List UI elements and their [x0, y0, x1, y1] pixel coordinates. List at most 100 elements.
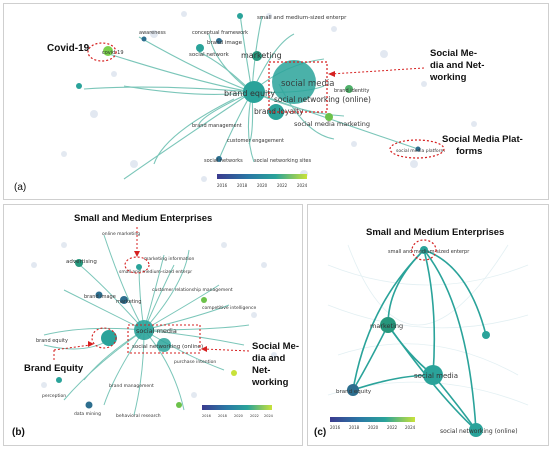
node-brand-image [95, 291, 103, 299]
label-marketing-information: marketing information [144, 256, 194, 262]
label-sme: small and medium-sized enterpr [388, 249, 470, 255]
annotation-brand-equity: Brand Equity [24, 363, 84, 374]
panel-c: small and medium-sized enterpr marketing… [307, 204, 549, 446]
node-marketing [252, 51, 262, 61]
node-competitive-intelligence [201, 297, 207, 303]
annotation-networking-b-line3: working [252, 377, 289, 388]
legend-tick: 2018 [218, 414, 227, 418]
legend-tick: 2022 [277, 183, 288, 188]
annotation-platforms: Social Media Plat- forms [442, 134, 523, 158]
panel-label-b: (b) [12, 427, 25, 438]
label-behavioral-research: behavioral research [116, 413, 161, 419]
panel-a: small and medium-sized enterpr conceptua… [3, 3, 549, 200]
panel-b-network: online marketing marketing information s… [31, 227, 277, 419]
label-online-marketing: online marketing [102, 231, 140, 237]
label-brand-image: brand image [207, 40, 243, 46]
node-misc [482, 331, 490, 339]
legend-bar-b [202, 405, 272, 410]
sme-highlight-ellipse [124, 256, 150, 274]
node-data-mining [85, 401, 93, 409]
label-social-networking-online: social networking (online) [274, 95, 371, 104]
annotation-covid: Covid-19 [47, 43, 90, 54]
label-advertising: advertising [66, 259, 97, 265]
label-brand-management: brand management [192, 123, 242, 129]
node-sme [136, 264, 142, 270]
annotation-platforms-line1: Social Media Plat- [442, 134, 523, 145]
label-brand-loyalty: brand loyalty [254, 107, 304, 116]
label-conceptual-framework: conceptual framework [192, 30, 248, 36]
node-advertising [75, 259, 83, 267]
legend-tick: 2016 [330, 425, 341, 430]
node-brand-loyalty [268, 104, 284, 120]
sme-arrowhead [134, 251, 140, 257]
covid-highlight-ellipse [87, 42, 117, 62]
legend-bar-a [217, 174, 307, 179]
node-brand-image [216, 38, 222, 44]
sme-highlight-ellipse [411, 239, 437, 261]
node-social-media-marketing [325, 113, 333, 121]
label-customer-engagement: customer engagement [227, 138, 284, 144]
node-marketing [120, 296, 128, 304]
legend-tick: 2022 [250, 414, 259, 418]
label-brand-management: brand management [109, 383, 154, 389]
node-awareness [141, 36, 147, 42]
node-brand-equity-hub [243, 81, 265, 103]
networking-arrow [203, 348, 250, 352]
legend-tick: 2024 [264, 414, 274, 418]
networking-highlight-box [268, 61, 328, 113]
legend-tick: 2022 [387, 425, 398, 430]
label-marketing: marketing [116, 299, 141, 305]
label-awareness: awareness [139, 30, 166, 36]
node-marketing [380, 317, 396, 333]
networking-arrowhead [201, 346, 207, 352]
node-brand-equity [347, 384, 359, 396]
label-marketing: marketing [241, 51, 282, 60]
legend-tick: 2020 [234, 414, 243, 418]
edges [352, 249, 487, 431]
platform-highlight-ellipse [389, 139, 445, 159]
panel-a-network: small and medium-sized enterpr conceptua… [61, 11, 477, 188]
node-sme [420, 246, 428, 254]
legend-bar-c [330, 417, 415, 422]
legend-tick: 2018 [237, 183, 248, 188]
node-social-media-platform [415, 146, 421, 152]
node-social-media [272, 60, 316, 104]
label-marketing: marketing [370, 322, 403, 330]
legend-tick: 2016 [202, 414, 211, 418]
label-social-networking-online: social networking (online) [440, 428, 518, 435]
legend-tick: 2020 [257, 183, 268, 188]
label-covid19: covid-19 [102, 50, 124, 56]
annotation-networking-b: Social Me- dia and Net- working [252, 341, 302, 389]
node-social-networks [216, 156, 222, 162]
brand-equity-highlight-ellipse [91, 327, 117, 349]
annotation-sme-b: Small and Medium Enterprises [74, 213, 213, 224]
panel-b: online marketing marketing information s… [3, 204, 303, 446]
node-sme [237, 13, 243, 19]
annotation-networking-b-line2: dia and Net- [252, 353, 286, 376]
annotation-networking-line3: working [430, 72, 467, 83]
node-brand-identity [345, 85, 353, 93]
label-brand-equity: brand equity [336, 389, 372, 395]
networking-highlight-box [127, 324, 201, 354]
node-social-networking-online [469, 423, 483, 437]
label-social-networks: social networks [204, 158, 243, 164]
legend-tick: 2024 [297, 183, 308, 188]
label-brand-identity: brand identity [334, 88, 369, 94]
label-data-mining: data mining [74, 411, 101, 417]
label-brand-equity: brand equity [224, 89, 275, 98]
panel-label-c: (c) [314, 427, 327, 438]
node-social-media [423, 365, 443, 385]
label-perception: perception [42, 393, 66, 399]
label-social-media: social media [136, 327, 177, 335]
label-social-media-platform: social media platform [396, 148, 445, 154]
label-social-networking-sites: social networking sites [254, 158, 312, 164]
label-purchase-intention: purchase intention [174, 359, 216, 365]
node-brand-equity [101, 330, 117, 346]
annotation-networking: Social Me- dia and Net- working [430, 48, 484, 84]
label-sme: small and medium-sized enterpr [119, 269, 192, 275]
networking-arrow [330, 67, 425, 75]
node-misc-left [76, 83, 82, 89]
node-perception [56, 377, 62, 383]
legend-tick: 2016 [217, 183, 228, 188]
node-misc [176, 402, 182, 408]
